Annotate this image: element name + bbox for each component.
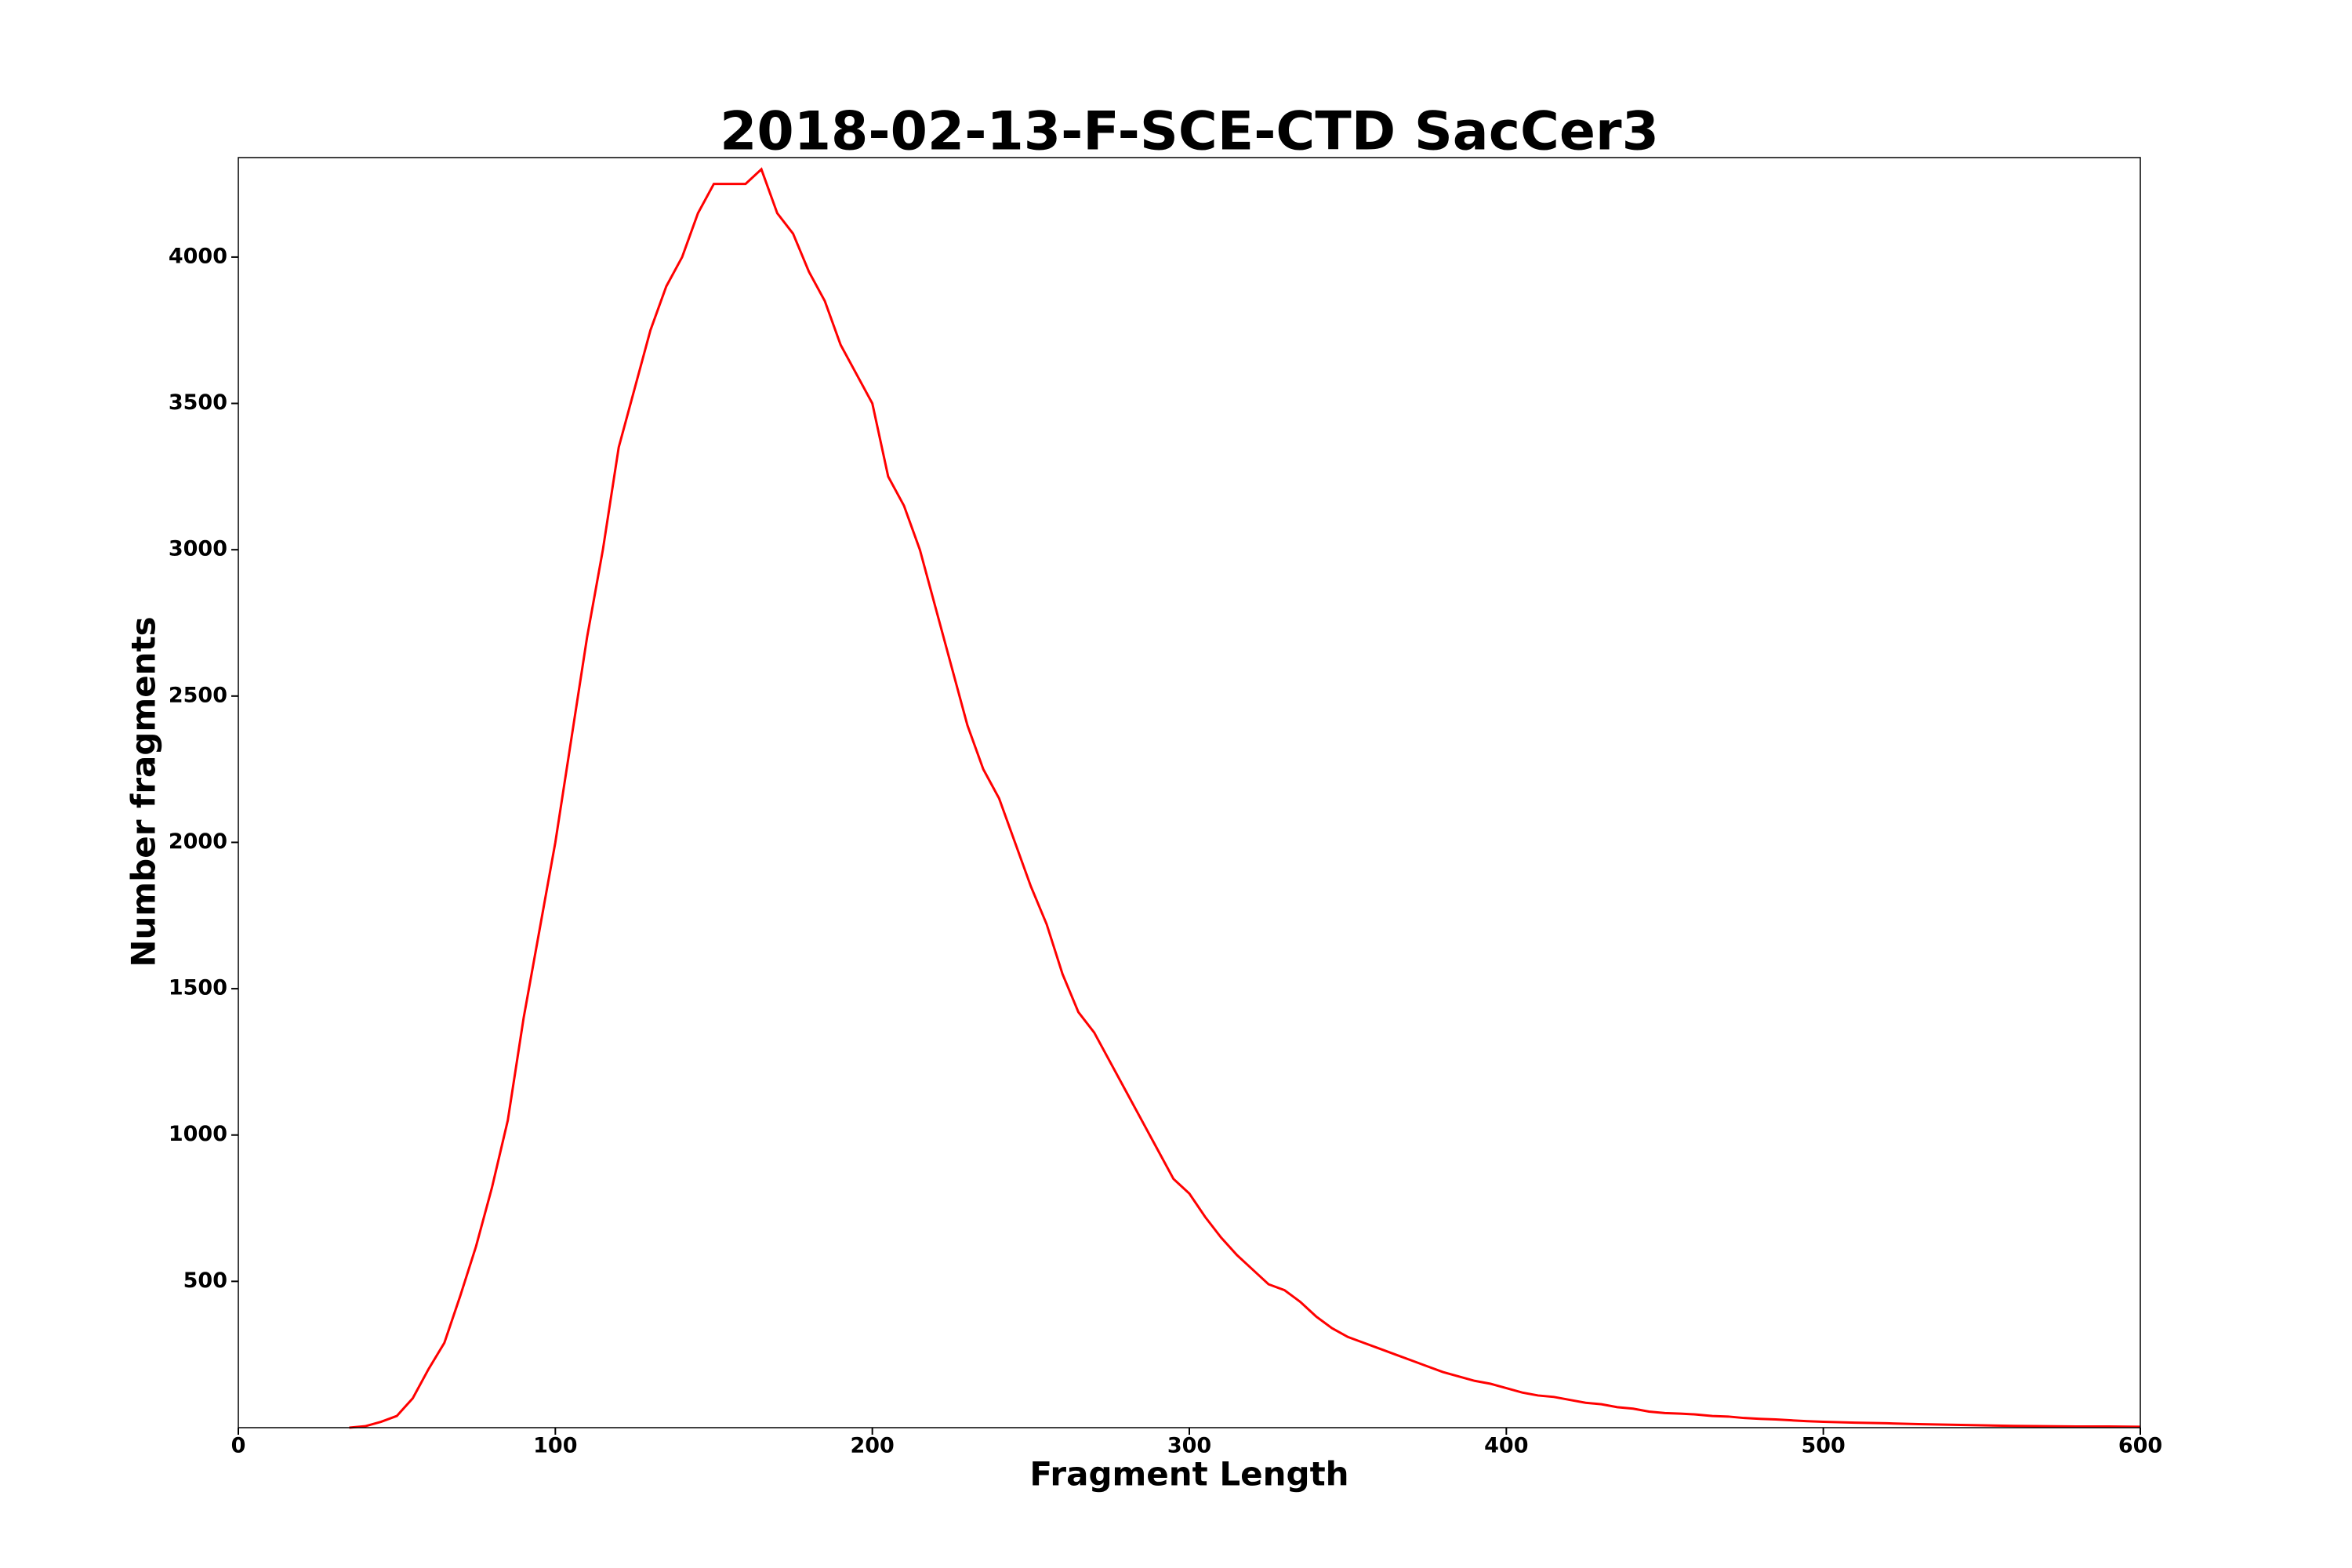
y-tick-label: 4000 xyxy=(169,244,227,268)
y-tick-label: 1000 xyxy=(169,1122,227,1146)
y-axis-label: Number fragments xyxy=(125,616,163,967)
y-tick-label: 2000 xyxy=(169,829,227,854)
y-tick-label: 500 xyxy=(183,1269,227,1293)
data-line xyxy=(349,167,2141,1429)
x-tick-label: 0 xyxy=(231,1434,246,1458)
x-tick-label: 300 xyxy=(1167,1434,1211,1458)
x-tick-label: 600 xyxy=(2118,1434,2162,1458)
y-tick-label: 3500 xyxy=(169,390,227,415)
y-tick-label: 3000 xyxy=(169,537,227,561)
plot-frame xyxy=(238,157,2141,1428)
x-tick-label: 100 xyxy=(533,1434,577,1458)
x-axis-label: Fragment Length xyxy=(1029,1455,1348,1494)
y-tick-label: 2500 xyxy=(169,683,227,707)
x-tick-label: 200 xyxy=(850,1434,894,1458)
y-tick-label: 1500 xyxy=(169,976,227,1000)
x-tick-label: 400 xyxy=(1484,1434,1528,1458)
x-tick-label: 500 xyxy=(1801,1434,1845,1458)
chart-title: 2018-02-13-F-SCE-CTD SacCer3 xyxy=(720,101,1659,163)
